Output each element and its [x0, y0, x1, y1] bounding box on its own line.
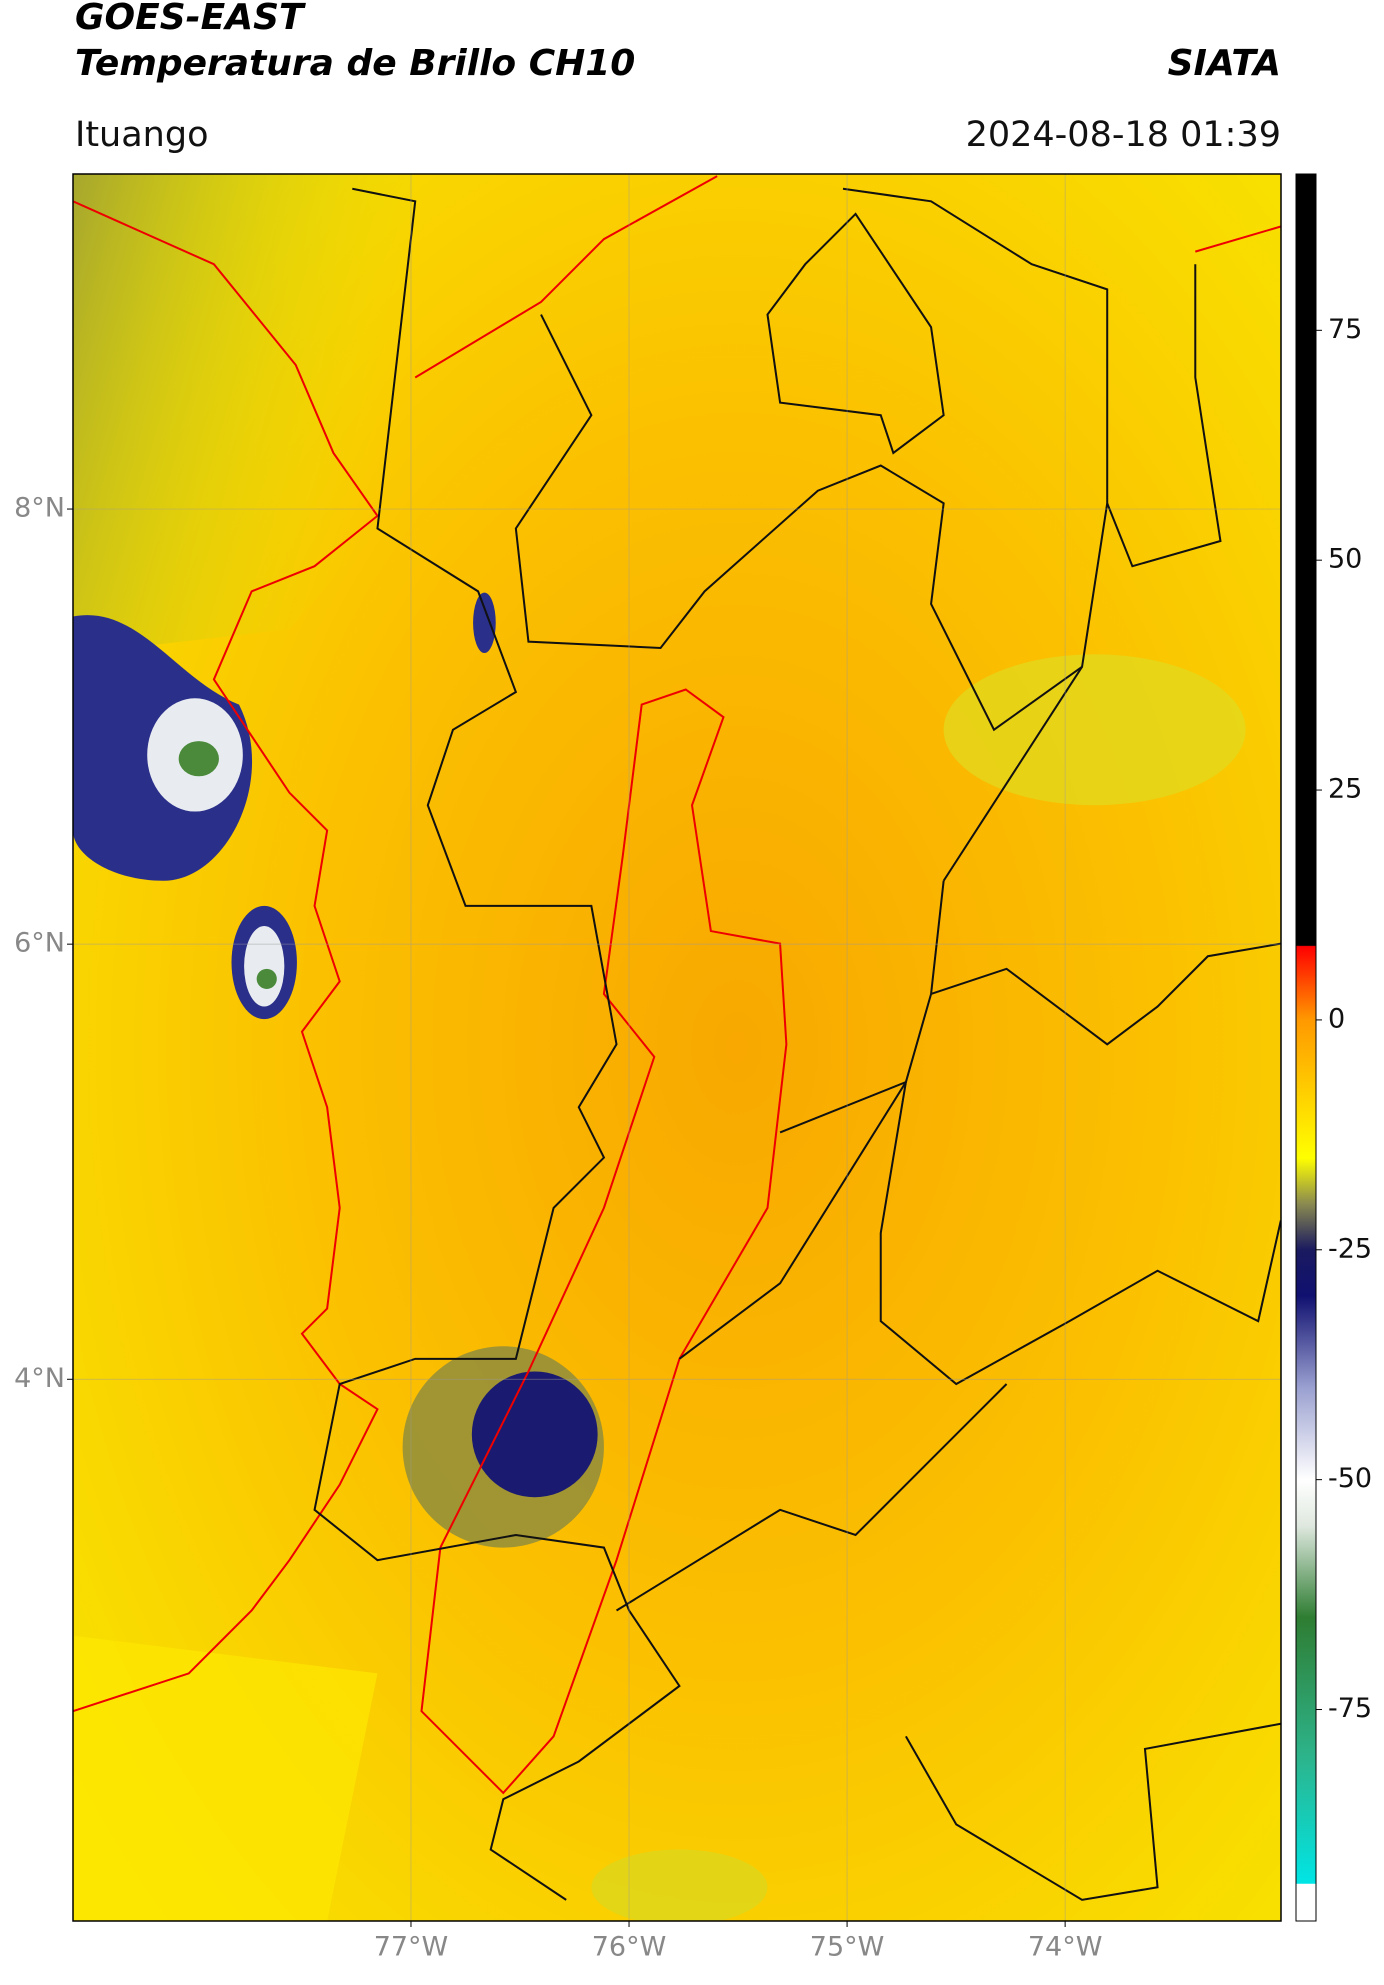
source: SIATA [1168, 43, 1281, 84]
datetime: 2024-08-18 01:39 [966, 115, 1281, 155]
borders [73, 175, 1281, 1901]
colorbar-tick-label: 0 [1328, 1003, 1345, 1034]
map [73, 174, 1281, 1921]
x-tick-label: 74°W [1028, 1932, 1103, 1963]
colorbar-tick-label: -75 [1328, 1693, 1372, 1724]
colorbar-fill [1295, 173, 1317, 1922]
map-frame [72, 173, 1282, 1922]
colorbar-tick-label: -50 [1328, 1463, 1372, 1494]
x-tick-label: 75°W [810, 1932, 885, 1963]
subtitle: Temperatura de Brillo CH10 [75, 43, 635, 84]
cloud-features [73, 174, 1246, 1921]
x-tick-label: 76°W [592, 1932, 667, 1963]
y-tick-label: 8°N [14, 493, 65, 524]
colorbar-tick-label: -25 [1328, 1233, 1372, 1264]
x-tick-label: 77°W [374, 1932, 449, 1963]
colorbar-tick-label: 50 [1328, 544, 1362, 575]
colorbar-tick-label: 75 [1328, 314, 1362, 345]
graticule [73, 174, 1281, 1921]
y-tick-label: 4°N [14, 1363, 65, 1394]
y-tick-label: 6°N [14, 928, 65, 959]
colorbar: 75 50 25 0 -25 -50 -75 [1295, 173, 1372, 1922]
location: Ituango [75, 115, 209, 155]
title: GOES-EAST [75, 0, 306, 38]
colorbar-tick-label: 25 [1328, 774, 1362, 805]
